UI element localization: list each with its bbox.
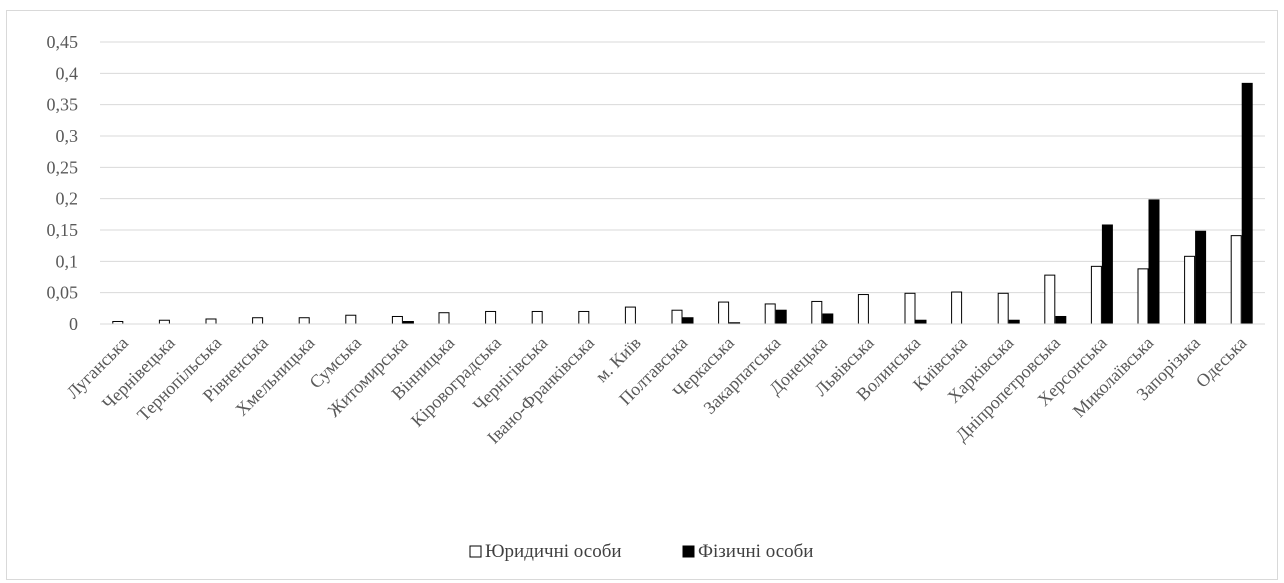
legend-label-series-1: Юридичні особи [485,541,622,562]
bar-series-1 [1044,274,1056,325]
bar-series-1 [671,309,683,325]
bar-series-1 [624,306,636,325]
bar-series-2 [682,317,694,325]
bar-series-2 [775,309,787,325]
bar-series-1 [158,319,170,325]
bar-series-1 [904,292,916,325]
y-tick-label: 0,45 [47,32,79,52]
y-tick-label: 0 [69,314,78,334]
bar-series-1 [764,303,776,325]
legend-swatch-series-1 [469,545,482,558]
bar-series-1 [345,314,357,325]
bar-series-1 [811,300,823,325]
bar-series-1 [718,301,730,325]
bar-series-2 [1008,319,1020,325]
bar-series-2 [1055,315,1067,325]
gridlines [100,41,1265,294]
legend: Юридичні особи Фізичні особи [469,541,813,562]
bar-series-1 [1230,235,1242,325]
y-tick-label: 0,1 [56,251,79,271]
bar-series-1 [531,310,543,325]
bars [112,82,1253,325]
bar-series-1 [438,312,450,325]
y-tick-label: 0,05 [47,283,79,303]
bar-series-1 [485,310,497,325]
bar-series-1 [997,292,1009,325]
bar-series-1 [1137,268,1149,325]
bar-series-2 [1195,230,1207,325]
y-tick-label: 0,2 [56,189,79,209]
bar-series-2 [1101,224,1113,325]
legend-label-series-2: Фізичні особи [698,541,813,562]
bar-series-1 [205,318,217,325]
y-tick-label: 0,3 [56,126,79,146]
bar-series-1 [298,317,310,325]
bar-series-2 [1148,199,1160,325]
x-axis-category-labels: ЛуганськаЧернівецькаТернопільськаРівненс… [63,333,1251,448]
legend-swatch-series-2 [682,545,695,558]
bar-series-1 [391,315,403,325]
bar-series-1 [1090,265,1102,325]
x-category-label: Одеська [1192,333,1251,392]
y-tick-label: 0,15 [47,220,79,240]
bar-series-2 [822,313,834,325]
y-tick-label: 0,25 [47,157,79,177]
bar-series-1 [857,294,869,325]
bar-series-2 [915,319,927,325]
y-tick-label: 0,4 [56,63,79,83]
bar-series-1 [951,291,963,325]
y-axis-tick-labels: 0 0,05 0,1 0,15 0,2 0,25 0,3 0,35 0,4 0,45 [47,32,79,334]
y-tick-label: 0,35 [47,95,79,115]
bar-series-1 [578,310,590,325]
bar-series-1 [1184,255,1196,325]
bar-series-1 [252,317,264,325]
bar-series-2 [1241,82,1253,325]
